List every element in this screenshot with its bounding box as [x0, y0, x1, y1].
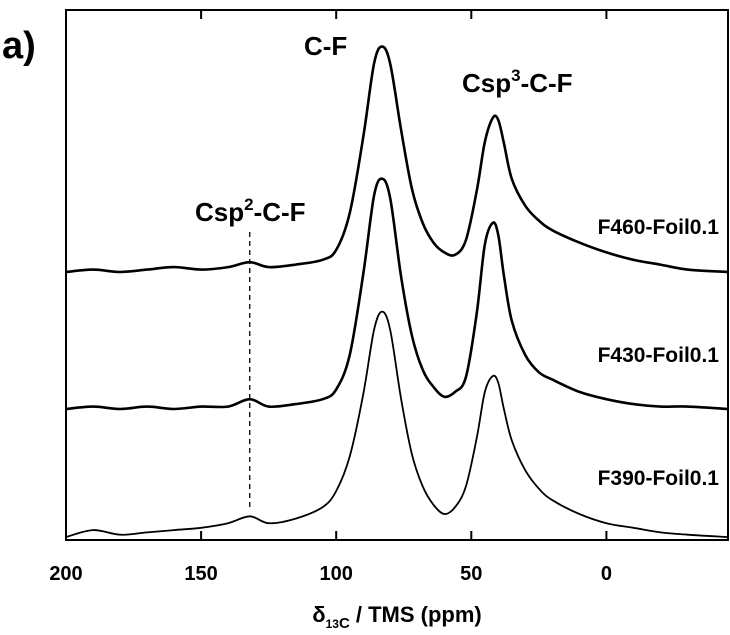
annotation-cf: C-F [304, 31, 347, 61]
plot-frame [65, 9, 729, 541]
series-line [65, 310, 729, 538]
series-line [65, 45, 729, 274]
series-labels: F460-Foil0.1 F430-Foil0.1 F390-Foil0.1 [598, 216, 720, 490]
x-tick-label: 100 [320, 563, 353, 585]
series-line [65, 177, 729, 411]
spectra [65, 45, 729, 538]
x-tick-label: 0 [601, 563, 612, 585]
x-ticks: 200 150 100 50 0 [49, 10, 612, 585]
annotation-csp2: Csp2-C-F [195, 195, 306, 227]
x-axis-label: δ13C / TMS (ppm) [312, 602, 482, 632]
series-label: F430-Foil0.1 [598, 344, 720, 367]
annotation-csp3: Csp3-C-F [462, 66, 573, 98]
x-tick-label: 200 [49, 563, 82, 585]
series-label: F390-Foil0.1 [598, 467, 720, 490]
series-label: F460-Foil0.1 [598, 216, 720, 239]
x-tick-label: 50 [460, 563, 482, 585]
x-tick-label: 150 [184, 563, 217, 585]
panel-label: a) [2, 25, 36, 67]
